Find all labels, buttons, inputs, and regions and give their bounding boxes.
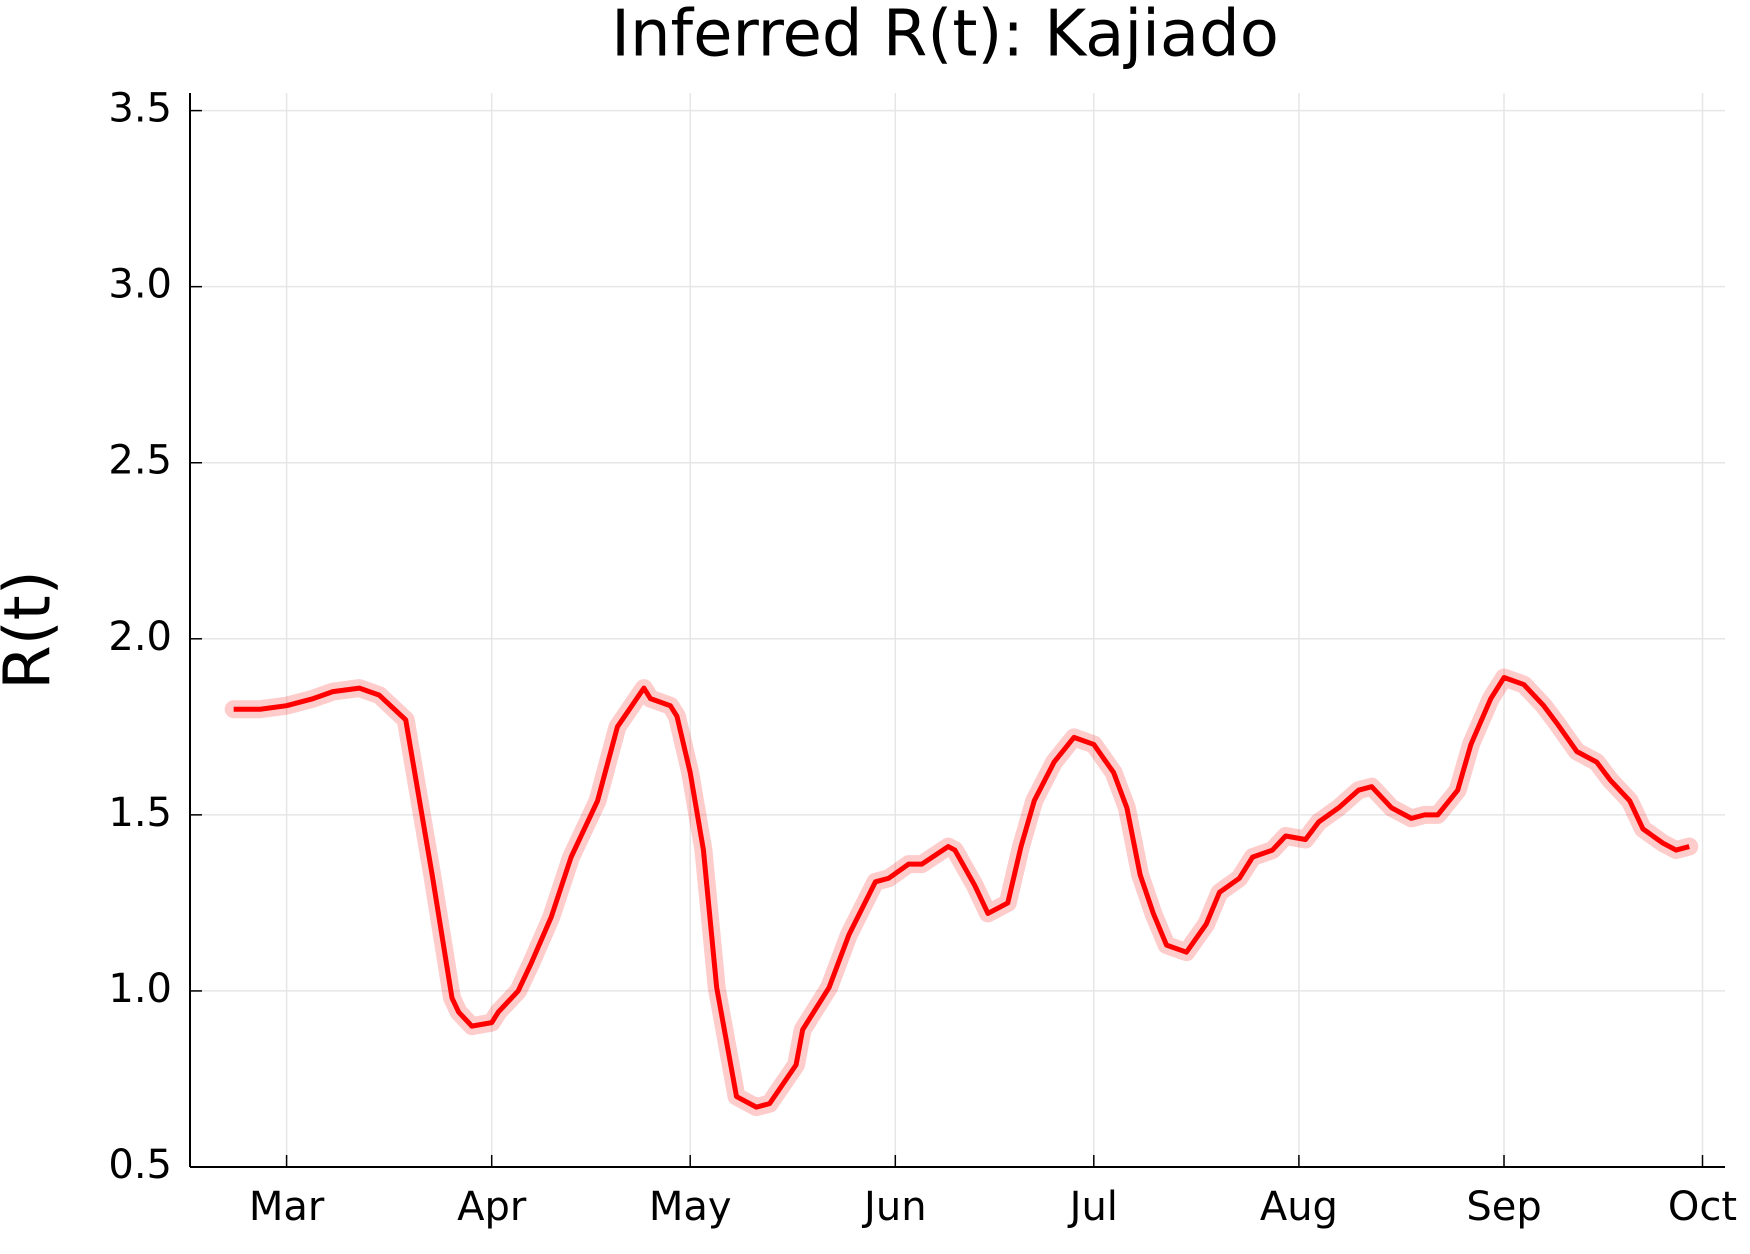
x-tick-label: Jun xyxy=(861,1184,927,1230)
y-tick-label: 2.5 xyxy=(108,438,172,484)
x-tick-label: Aug xyxy=(1260,1184,1338,1230)
y-tick-label: 3.5 xyxy=(108,86,172,132)
y-tick-label: 1.5 xyxy=(108,790,172,836)
line xyxy=(233,675,1690,1110)
chart-title: Inferred R(t): Kajiado xyxy=(611,0,1279,72)
y-tick-label: 2.0 xyxy=(108,614,172,660)
y-tick-label: 3.0 xyxy=(108,262,172,308)
x-tick-label: Apr xyxy=(457,1184,527,1230)
y-axis-label: R(t) xyxy=(0,570,66,690)
x-tick-label: Sep xyxy=(1466,1184,1541,1230)
x-tick-label: May xyxy=(649,1184,732,1230)
x-tick-label: Jul xyxy=(1067,1184,1118,1230)
x-tick-label: Oct xyxy=(1668,1184,1737,1230)
y-tick-label: 0.5 xyxy=(108,1142,172,1188)
y-tick-label: 1.0 xyxy=(108,966,172,1012)
x-tick-label: Mar xyxy=(249,1184,325,1230)
